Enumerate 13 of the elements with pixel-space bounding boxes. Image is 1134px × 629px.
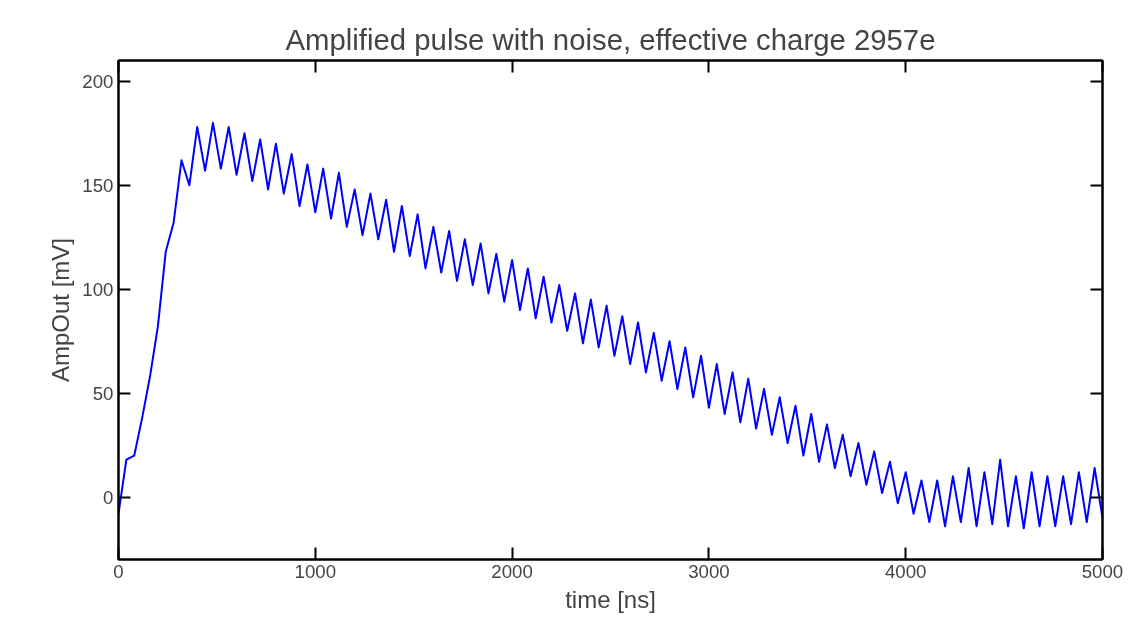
x-tick-label: 3000 <box>688 560 730 582</box>
x-axis-title: time [ns] <box>565 585 656 613</box>
chart-title: Amplified pulse with noise, effective charge 2957e <box>285 22 936 56</box>
y-tick-label: 50 <box>92 382 114 404</box>
y-tick-label: 0 <box>103 486 114 508</box>
x-tick-label: 2000 <box>491 560 533 582</box>
x-tick-label: 4000 <box>884 560 927 582</box>
y-tick-label: 100 <box>82 278 114 300</box>
x-tick-label: 1000 <box>294 560 337 582</box>
y-tick-label: 150 <box>82 174 114 196</box>
y-tick-label: 200 <box>82 70 114 92</box>
x-tick-label: 5000 <box>1081 560 1124 582</box>
y-axis-title: AmpOut [mV] <box>47 237 75 383</box>
